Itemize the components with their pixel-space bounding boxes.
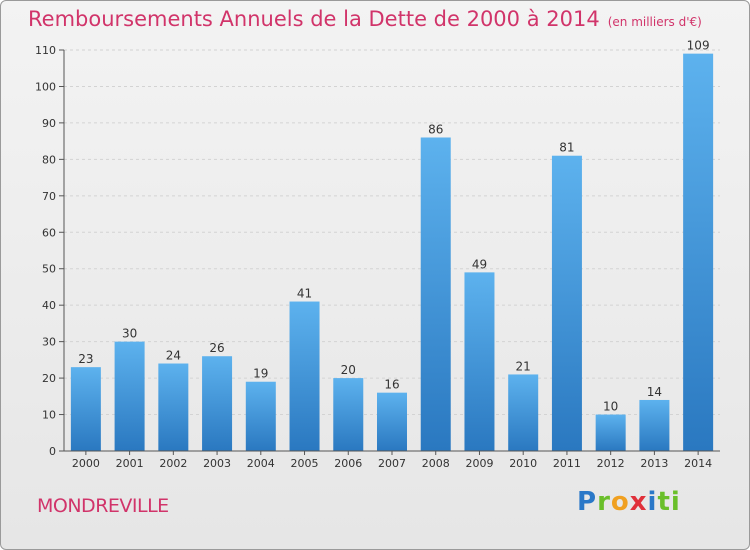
bar-value-label: 26 [209,341,224,355]
bar-value-label: 49 [472,257,487,271]
y-tick-label: 50 [42,263,56,276]
bar [333,378,364,451]
bar-value-label: 10 [603,400,618,414]
bar [245,381,276,451]
bar [114,341,145,451]
x-tick-label: 2004 [247,457,275,470]
x-tick-label: 2005 [291,457,319,470]
bar [202,356,233,451]
y-tick-label: 40 [42,299,56,312]
x-tick-label: 2011 [553,457,581,470]
bar-value-label: 23 [78,352,93,366]
bar [158,363,189,451]
bar [508,374,539,451]
bar-value-label: 41 [297,287,312,301]
y-tick-label: 0 [49,445,56,458]
bar [639,399,670,451]
chart-title: Remboursements Annuels de la Dette de 20… [28,7,702,31]
x-tick-label: 2014 [684,457,712,470]
bar-value-label: 24 [166,349,181,363]
bar-value-label: 81 [559,141,574,155]
commune-name: MONDREVILLE [37,495,169,517]
x-tick-label: 2010 [509,457,537,470]
x-tick-label: 2006 [334,457,362,470]
y-tick-label: 80 [42,153,56,166]
bar-value-label: 16 [384,378,399,392]
x-tick-label: 2007 [378,457,406,470]
x-tick-label: 2012 [597,457,625,470]
bar [595,414,626,451]
bar [70,367,101,451]
bar [551,155,582,451]
bar-value-label: 30 [122,327,137,341]
y-tick-label: 100 [35,80,56,93]
x-tick-label: 2001 [116,457,144,470]
y-tick-label: 10 [42,409,56,422]
bar [377,392,407,451]
y-tick-label: 30 [42,336,56,349]
y-tick-label: 70 [42,190,56,203]
bar [289,301,320,451]
bar [683,53,714,452]
x-tick-label: 2003 [203,457,231,470]
x-tick-label: 2002 [159,457,187,470]
x-tick-label: 2013 [640,457,668,470]
bar-value-label: 14 [647,385,662,399]
y-tick-label: 60 [42,226,56,239]
bar-value-label: 86 [428,122,443,136]
x-tick-label: 2009 [465,457,493,470]
chart-title-text: Remboursements Annuels de la Dette de 20… [28,7,600,31]
bar [464,272,495,451]
x-tick-label: 2000 [72,457,100,470]
chart-unit: (en milliers d'€) [607,15,702,29]
bar-value-label: 21 [516,359,531,373]
x-tick-label: 2008 [422,457,450,470]
proxiti-logo: Proxiti [577,487,681,517]
bar-value-label: 109 [687,39,710,53]
bar-value-label: 19 [253,367,268,381]
y-tick-label: 20 [42,372,56,385]
bar [420,137,451,451]
y-tick-label: 110 [35,44,56,57]
bar-value-label: 20 [341,363,356,377]
y-tick-label: 90 [42,117,56,130]
